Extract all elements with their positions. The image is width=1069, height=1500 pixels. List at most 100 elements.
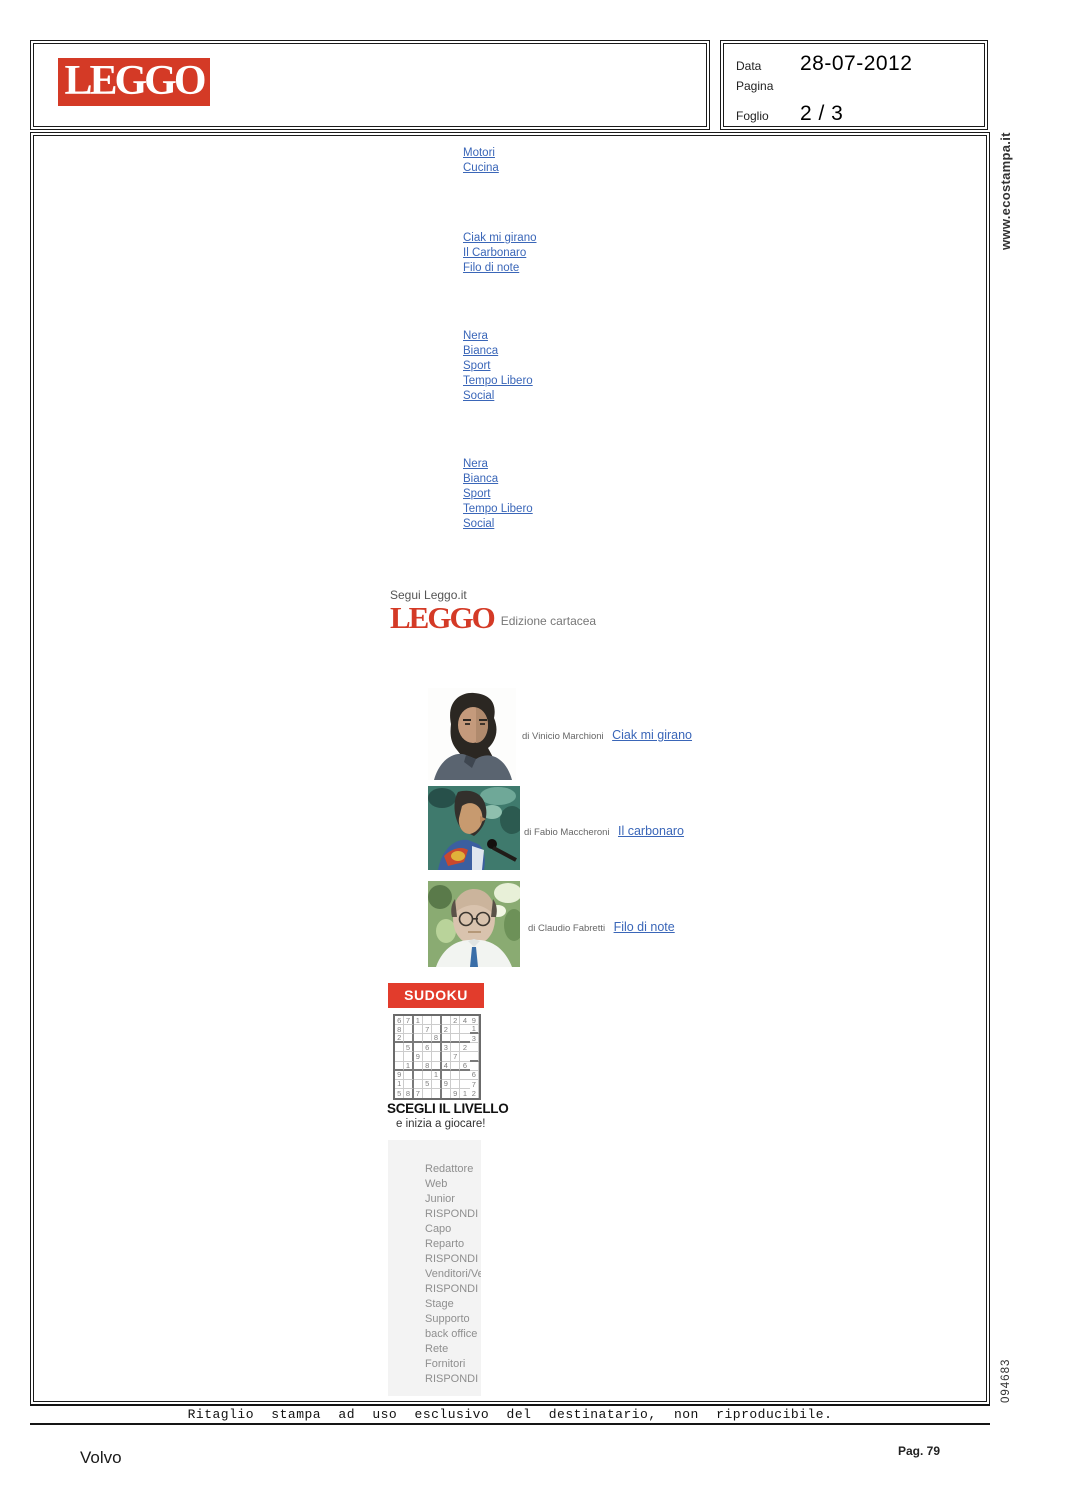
author-photo-vinicio-marchioni bbox=[428, 688, 516, 780]
job-list-item[interactable]: Capo bbox=[425, 1223, 452, 1235]
sudoku-cell: 7 bbox=[404, 1016, 414, 1026]
sudoku-cell: 1 bbox=[395, 1079, 405, 1089]
author-link[interactable]: Filo di note bbox=[613, 920, 675, 934]
author-link[interactable]: Ciak mi girano bbox=[612, 728, 693, 742]
job-list-item[interactable]: Reparto bbox=[425, 1238, 465, 1250]
job-list-item[interactable]: RISPONDI › bbox=[425, 1253, 481, 1265]
sudoku-cell bbox=[423, 1088, 433, 1098]
nav-link[interactable]: Tempo Libero bbox=[463, 375, 533, 387]
sudoku-cell: 4 bbox=[460, 1016, 470, 1026]
sudoku-cell bbox=[469, 1043, 479, 1053]
nav-link[interactable]: Motori bbox=[463, 147, 495, 159]
sudoku-cell bbox=[432, 1052, 442, 1062]
sudoku-cell bbox=[469, 1061, 479, 1071]
sudoku-cell: 5 bbox=[404, 1043, 414, 1053]
sudoku-cell bbox=[441, 1052, 451, 1062]
sudoku-cell: 7 bbox=[414, 1088, 423, 1098]
sudoku-cell bbox=[404, 1079, 414, 1089]
sudoku-cell: 1 bbox=[462, 1088, 468, 1098]
nav-link[interactable]: Ciak mi girano bbox=[463, 232, 537, 244]
nav-link[interactable]: Tempo Libero bbox=[463, 503, 533, 515]
sudoku-cell: 6 bbox=[422, 1043, 433, 1053]
sudoku-cell: 8 bbox=[404, 1088, 414, 1098]
author-byline: di Claudio Fabretti bbox=[528, 923, 606, 934]
sudoku-cell bbox=[432, 1025, 442, 1035]
job-list-item[interactable]: RISPONDI › bbox=[425, 1283, 481, 1295]
sudoku-cell bbox=[404, 1025, 414, 1035]
nav-link[interactable]: Bianca bbox=[463, 345, 499, 357]
job-list-item[interactable]: RISPONDI › bbox=[425, 1208, 481, 1220]
job-list-item[interactable]: Fornitori bbox=[425, 1358, 466, 1370]
sudoku-banner: SUDOKU bbox=[388, 983, 484, 1008]
sudoku-cell: 9 bbox=[395, 1070, 405, 1080]
sudoku-cell bbox=[404, 1070, 414, 1080]
sudoku-cell: 9 bbox=[441, 1079, 451, 1089]
sudoku-cell bbox=[432, 1016, 442, 1026]
sudoku-cell: 8 bbox=[422, 1061, 433, 1071]
sudoku-cell: 2 bbox=[460, 1043, 470, 1053]
sudoku-cell: 8 bbox=[432, 1034, 442, 1044]
sudoku-cell bbox=[460, 1052, 470, 1062]
author-byline: di Fabio Maccheroni bbox=[524, 827, 610, 838]
sudoku-cell bbox=[413, 1043, 423, 1053]
ecostampa-watermark: www.ecostampa.it bbox=[998, 132, 1013, 250]
nav-links-group-3: Nera Bianca Sport Tempo Libero Social bbox=[463, 329, 533, 404]
job-list-item[interactable]: Stage bbox=[425, 1298, 454, 1310]
sudoku-cell bbox=[422, 1016, 433, 1026]
sudoku-cell: 2 bbox=[470, 1088, 479, 1098]
clipping-code: 094683 bbox=[1000, 1358, 1012, 1403]
nav-link[interactable]: Bianca bbox=[463, 473, 499, 485]
nav-link[interactable]: Nera bbox=[463, 458, 488, 470]
clipping-meta-box: Data 28-07-2012 Pagina Foglio 2 / 3 bbox=[720, 40, 988, 130]
sudoku-cell bbox=[469, 1052, 479, 1062]
sudoku-cell: 6 bbox=[469, 1070, 479, 1080]
nav-links-group-4: Nera Bianca Sport Tempo Libero Social bbox=[463, 457, 533, 532]
author-caption: di Fabio Maccheroni Il carbonaro bbox=[524, 822, 684, 840]
nav-link[interactable]: Social bbox=[463, 390, 495, 402]
nav-link[interactable]: Sport bbox=[463, 360, 491, 372]
job-list-item[interactable]: Redattore bbox=[425, 1163, 474, 1175]
nav-link[interactable]: Social bbox=[463, 518, 495, 530]
nav-link[interactable]: Nera bbox=[463, 330, 488, 342]
job-list-item[interactable]: RISPONDI › bbox=[425, 1373, 481, 1385]
nav-links-group-1: Motori Cucina bbox=[463, 146, 499, 176]
sudoku-cell: 6 bbox=[460, 1062, 470, 1071]
job-list-item[interactable]: Web bbox=[425, 1178, 448, 1190]
sudoku-cell bbox=[460, 1025, 470, 1035]
sudoku-cell bbox=[413, 1061, 423, 1071]
choose-level-label: SCEGLI IL LIVELLO bbox=[387, 1101, 509, 1116]
sudoku-cell bbox=[395, 1043, 405, 1053]
sudoku-cell: 4 bbox=[441, 1061, 451, 1071]
job-list-item[interactable]: back office bbox=[425, 1328, 478, 1340]
data-value: 28-07-2012 bbox=[800, 52, 913, 75]
job-list-item[interactable]: Supporto bbox=[425, 1313, 470, 1325]
author-link[interactable]: Il carbonaro bbox=[618, 824, 685, 838]
nav-link[interactable]: Filo di note bbox=[463, 262, 520, 274]
sudoku-cell: 1 bbox=[413, 1016, 423, 1026]
job-list-item[interactable]: Junior bbox=[425, 1193, 455, 1205]
sudoku-cell bbox=[432, 1088, 442, 1098]
pagina-label: Pagina bbox=[736, 79, 774, 93]
job-list-item[interactable]: Rete bbox=[425, 1343, 449, 1355]
nav-link[interactable]: Il Carbonaro bbox=[463, 247, 527, 259]
nav-link[interactable]: Cucina bbox=[463, 162, 499, 174]
nav-link[interactable]: Sport bbox=[463, 488, 491, 500]
sudoku-cell bbox=[404, 1034, 414, 1044]
sudoku-cell bbox=[460, 1034, 470, 1044]
segui-leggo-block: Segui Leggo.it LEGGO Edizione cartacea bbox=[390, 588, 596, 633]
job-list-item[interactable]: Venditori/Ve bbox=[425, 1268, 481, 1280]
sudoku-cell: 1 bbox=[432, 1070, 442, 1080]
sudoku-cell: 1 bbox=[469, 1025, 479, 1035]
sudoku-cell bbox=[422, 1034, 433, 1044]
sudoku-cell bbox=[413, 1025, 423, 1035]
jobs-list: Redattore Web Junior RISPONDI › Capo Reparto R… bbox=[425, 1162, 481, 1387]
sudoku-cell: 6 bbox=[395, 1016, 405, 1026]
sudoku-cell: 9 bbox=[451, 1088, 461, 1098]
leggo-logo: LEGGO bbox=[58, 58, 210, 106]
sudoku-cell bbox=[441, 1070, 451, 1080]
sudoku-cell: 7 bbox=[422, 1025, 433, 1035]
edizione-cartacea-label: Edizione cartacea bbox=[500, 614, 597, 628]
sudoku-cell bbox=[441, 1034, 451, 1044]
author-caption: di Vinicio Marchioni Ciak mi girano bbox=[522, 726, 692, 744]
sudoku-cell bbox=[432, 1043, 442, 1053]
